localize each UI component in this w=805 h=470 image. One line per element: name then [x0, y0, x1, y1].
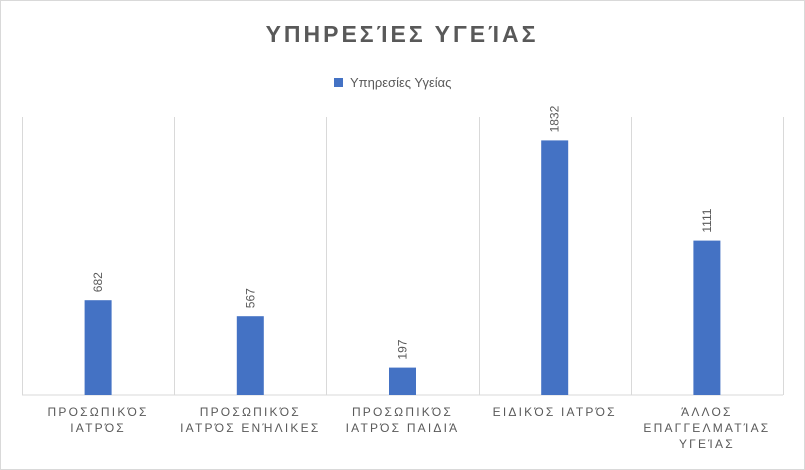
category-label: ΆΛΛΟΣ — [681, 405, 733, 419]
legend-swatch — [334, 78, 343, 87]
data-labels: 682 567 197 1832 1111 — [91, 105, 714, 359]
category-label: ΕΙΔΙΚΌΣ ΙΑΤΡΌΣ — [493, 405, 617, 419]
bar — [541, 140, 569, 395]
category-label: ΕΠΑΓΓΕΛΜΑΤΊΑΣ — [643, 421, 770, 435]
bar — [389, 367, 416, 395]
category-label: ΠΡΟΣΩΠΙΚΌΣ — [200, 405, 301, 419]
category-label: ΙΑΤΡΌΣ — [70, 421, 126, 435]
data-label: 1111 — [700, 208, 714, 232]
data-label: 197 — [396, 339, 410, 359]
gridlines — [22, 117, 784, 395]
data-label: 567 — [243, 288, 257, 308]
category-label: ΠΡΟΣΩΠΙΚΌΣ — [352, 405, 453, 419]
bar — [236, 316, 264, 395]
category-label: ΠΡΟΣΩΠΙΚΌΣ — [48, 405, 149, 419]
legend: Υπηρεσίες Υγείας — [334, 75, 451, 90]
category-label: ΙΑΤΡΌΣ ΠΑΙΔΙΆ — [346, 421, 460, 435]
data-label: 682 — [91, 272, 105, 292]
data-label: 1832 — [548, 105, 562, 132]
category-label: ΙΑΤΡΌΣ ΕΝΉΛΙΚΕΣ — [180, 421, 320, 435]
bars — [84, 140, 721, 395]
category-label: ΥΓΕΊΑΣ — [679, 437, 735, 451]
bar — [84, 300, 112, 395]
chart-title: ΥΠΗΡΕΣΊΕΣ ΥΓΕΊΑΣ — [266, 21, 539, 47]
legend-label: Υπηρεσίες Υγείας — [350, 75, 451, 90]
category-labels: ΠΡΟΣΩΠΙΚΌΣ ΙΑΤΡΌΣ ΠΡΟΣΩΠΙΚΌΣ ΙΑΤΡΌΣ ΕΝΉΛΙΚΕ… — [48, 405, 770, 451]
bar — [693, 240, 721, 395]
